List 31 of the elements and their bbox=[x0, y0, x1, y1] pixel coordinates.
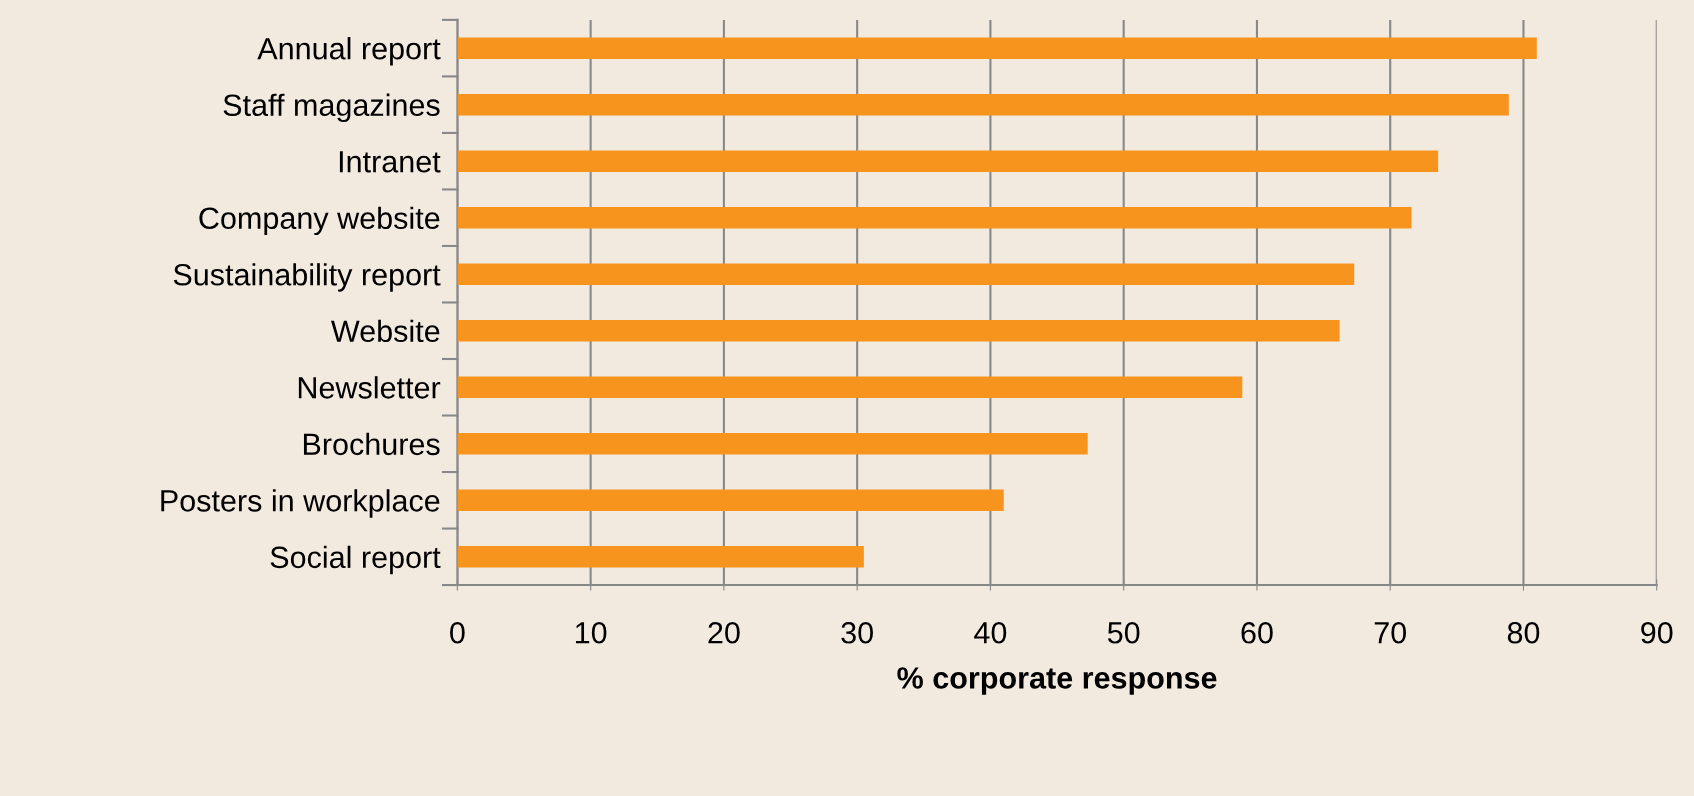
bar bbox=[457, 37, 1537, 59]
bar bbox=[457, 433, 1088, 455]
x-tick-label: 80 bbox=[1507, 621, 1540, 644]
y-tick-label: Company website bbox=[199, 206, 440, 236]
x-tick-label: 50 bbox=[1107, 621, 1140, 644]
bar bbox=[457, 376, 1243, 398]
x-tick-label: 60 bbox=[1241, 621, 1273, 644]
bar bbox=[457, 320, 1340, 342]
x-tick-label: 40 bbox=[974, 621, 1007, 644]
y-tick-label: Sustainability report bbox=[173, 263, 441, 292]
y-tick-label: Annual report bbox=[257, 37, 441, 66]
y-tick-label: Newsletter bbox=[298, 376, 441, 399]
bar bbox=[457, 93, 1509, 116]
y-tick-label: Posters in workplace bbox=[161, 489, 440, 518]
x-tick-label: 70 bbox=[1374, 621, 1407, 644]
bar bbox=[457, 206, 1412, 229]
bar bbox=[457, 489, 1004, 512]
y-tick-label: Staff magazines bbox=[223, 93, 440, 123]
y-tick-label: Brochures bbox=[303, 432, 440, 456]
bar bbox=[457, 263, 1355, 285]
bar bbox=[457, 546, 864, 568]
x-tick-label: 0 bbox=[450, 621, 465, 644]
y-tick-label: Social report bbox=[270, 545, 441, 575]
x-tick-label: 20 bbox=[708, 621, 740, 644]
y-tick-label: Intranet bbox=[339, 151, 441, 173]
y-tick-label: Website bbox=[331, 319, 440, 343]
bar bbox=[457, 150, 1439, 172]
x-tick-label: 30 bbox=[841, 621, 873, 644]
x-tick-label: 90 bbox=[1641, 621, 1673, 644]
x-tick-label: 10 bbox=[575, 621, 607, 644]
x-axis-title: % corporate response bbox=[897, 667, 1217, 695]
